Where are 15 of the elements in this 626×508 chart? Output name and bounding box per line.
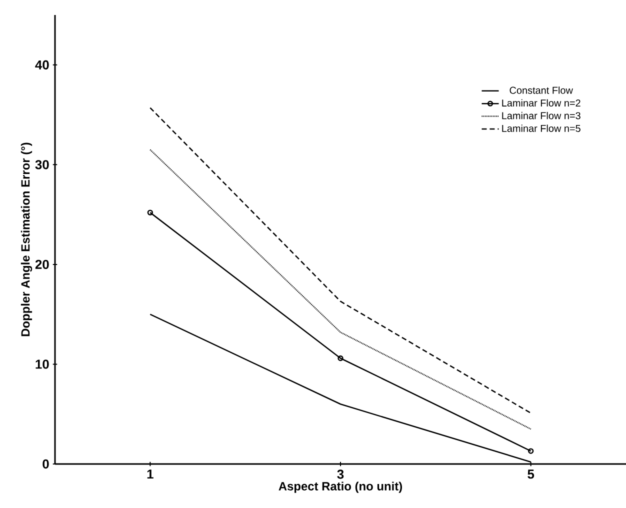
y-tick-label: 40 xyxy=(35,60,49,70)
point xyxy=(338,355,344,362)
legend-label: Laminar Flow n=2 xyxy=(502,99,580,107)
x-axis-title: Aspect Ratio (no unit) xyxy=(278,482,402,493)
x-tick-label: 3 xyxy=(337,470,344,479)
legend-label: Laminar Flow n=5 xyxy=(502,124,580,132)
legend-label: Constant Flow xyxy=(510,86,573,94)
y-axis-title: Doppler Angle Estimation Error (°) xyxy=(20,142,32,336)
y-tick-label: 0 xyxy=(42,459,49,469)
y-tick-label: 30 xyxy=(35,160,49,170)
legend-label: Laminar Flow n=3 xyxy=(502,112,580,120)
x-tick-label: 5 xyxy=(528,470,534,479)
y-tick-label: 20 xyxy=(35,260,49,270)
x-tick-label: 1 xyxy=(147,470,154,479)
y-tick-label: 10 xyxy=(36,360,49,369)
